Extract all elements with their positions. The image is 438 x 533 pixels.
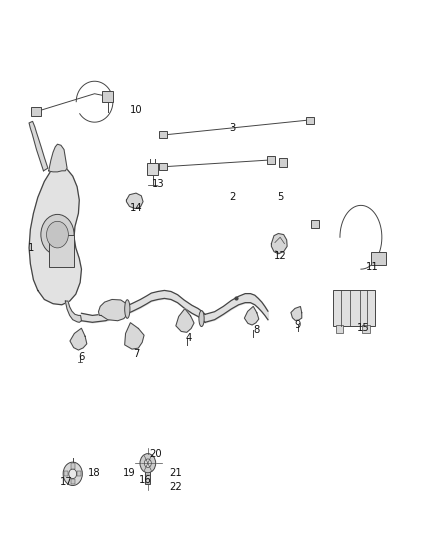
Text: 21: 21 [169, 468, 182, 478]
FancyBboxPatch shape [159, 163, 166, 170]
Text: 8: 8 [253, 325, 259, 335]
Text: 19: 19 [123, 468, 136, 478]
FancyBboxPatch shape [145, 463, 150, 484]
Circle shape [63, 462, 82, 486]
FancyBboxPatch shape [148, 164, 158, 175]
Text: 2: 2 [229, 192, 235, 203]
Ellipse shape [125, 300, 130, 318]
Polygon shape [65, 301, 81, 322]
FancyBboxPatch shape [77, 471, 81, 477]
Ellipse shape [199, 311, 204, 327]
Polygon shape [125, 322, 144, 349]
FancyBboxPatch shape [31, 107, 41, 116]
FancyBboxPatch shape [102, 91, 113, 102]
Polygon shape [49, 144, 67, 172]
FancyBboxPatch shape [71, 463, 75, 469]
Circle shape [41, 214, 74, 255]
FancyBboxPatch shape [333, 290, 375, 326]
Text: 22: 22 [169, 482, 182, 491]
FancyBboxPatch shape [159, 131, 166, 139]
Circle shape [145, 459, 151, 467]
Circle shape [46, 221, 68, 248]
Text: 15: 15 [357, 322, 370, 333]
Text: 7: 7 [133, 349, 139, 359]
Circle shape [69, 469, 77, 479]
Polygon shape [70, 328, 87, 350]
Text: 6: 6 [78, 352, 85, 362]
FancyBboxPatch shape [311, 220, 319, 228]
Text: 3: 3 [229, 123, 235, 133]
Polygon shape [291, 306, 302, 320]
Polygon shape [176, 309, 194, 332]
Text: 14: 14 [130, 203, 142, 213]
Text: 12: 12 [274, 251, 286, 261]
FancyBboxPatch shape [306, 117, 314, 124]
Text: 4: 4 [185, 333, 191, 343]
Text: 11: 11 [365, 262, 378, 271]
FancyBboxPatch shape [49, 235, 74, 266]
FancyBboxPatch shape [279, 158, 287, 166]
Polygon shape [127, 193, 143, 208]
FancyBboxPatch shape [362, 325, 370, 334]
FancyBboxPatch shape [64, 471, 68, 477]
Circle shape [140, 454, 155, 473]
FancyBboxPatch shape [71, 479, 75, 484]
Text: 16: 16 [138, 475, 151, 485]
Polygon shape [244, 306, 259, 325]
FancyBboxPatch shape [371, 252, 386, 265]
Text: 5: 5 [277, 192, 283, 203]
Polygon shape [29, 165, 81, 305]
Text: 20: 20 [149, 449, 162, 458]
Text: 10: 10 [130, 104, 142, 115]
Polygon shape [99, 300, 128, 321]
Polygon shape [272, 233, 287, 254]
FancyBboxPatch shape [267, 157, 275, 164]
Text: 13: 13 [152, 179, 164, 189]
Polygon shape [29, 122, 48, 171]
FancyBboxPatch shape [336, 325, 343, 334]
Text: 17: 17 [60, 477, 73, 487]
Text: 9: 9 [294, 320, 301, 330]
Text: 18: 18 [88, 468, 101, 478]
Text: 1: 1 [28, 243, 35, 253]
